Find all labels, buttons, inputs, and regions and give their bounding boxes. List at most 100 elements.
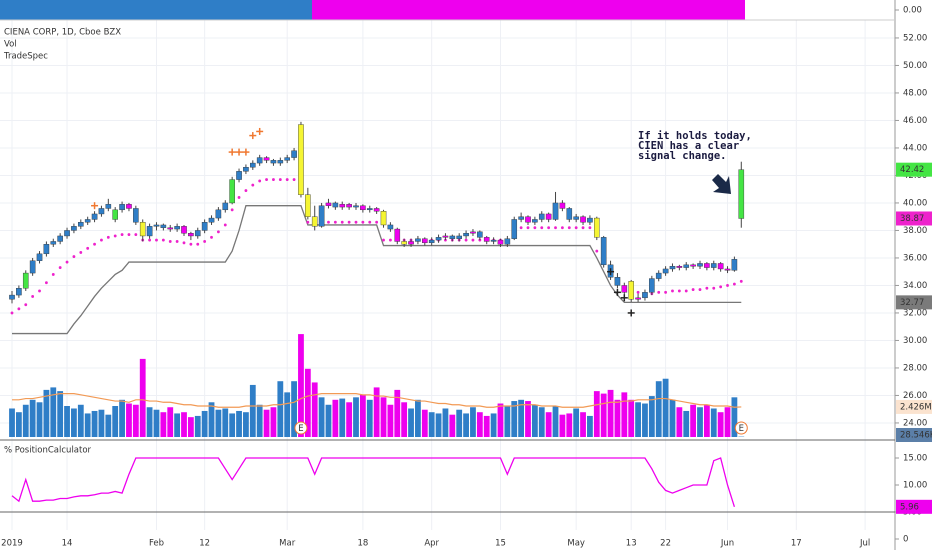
last-open-badge-bg (896, 211, 932, 226)
y-tick-label: 24.00 (903, 418, 927, 428)
trail-dot (375, 220, 379, 224)
candle-body (112, 209, 118, 220)
trail-dot (389, 238, 392, 242)
volume-bar (621, 392, 628, 437)
trail-dot (554, 226, 557, 230)
trail-dot (134, 233, 138, 236)
candle-body (325, 202, 332, 206)
candle-body (470, 231, 476, 234)
candle-body (621, 285, 628, 293)
volume-bar (84, 413, 91, 437)
candle-body (43, 243, 50, 255)
volume-bar (614, 399, 621, 437)
candle-body (676, 266, 683, 268)
volume-bar (587, 415, 593, 437)
volume-bar (366, 399, 373, 437)
trail-dot (567, 226, 571, 230)
candle-body (311, 216, 318, 227)
volume-bar (559, 414, 566, 437)
candle-body (22, 272, 29, 289)
trail-dot (17, 307, 21, 311)
x-tick-label: Mar (279, 539, 296, 549)
signal-mark (256, 127, 264, 135)
trail-dot (51, 273, 55, 276)
trail-dot (258, 179, 262, 183)
volume-bar (57, 391, 64, 437)
x-tick-label: 13 (626, 539, 637, 549)
candle-body (525, 216, 531, 223)
signal-mark (228, 148, 236, 156)
volume-bar (607, 389, 614, 437)
volume-bar (380, 397, 387, 437)
earnings-label: E (739, 424, 744, 434)
volume-bar (339, 398, 346, 437)
y-tick-label: 30.00 (903, 336, 927, 346)
volume-bar (22, 404, 29, 437)
trail-dot (65, 260, 69, 264)
trail-dot (24, 303, 28, 307)
volume-bar (222, 408, 229, 437)
trail-dot (272, 178, 275, 181)
volume-bar (442, 408, 449, 437)
volume-bar (194, 415, 201, 437)
trail-dot (106, 235, 110, 239)
volume-bar (181, 412, 187, 437)
candle-body (222, 202, 229, 211)
y-tick-label: 52.00 (903, 33, 927, 43)
candle-body (422, 238, 428, 244)
volume-bar (167, 407, 174, 437)
signal-mark (620, 294, 628, 302)
volume-bar (71, 408, 77, 437)
y-tick-label: 32.00 (903, 308, 927, 318)
trail-dot (733, 282, 736, 286)
trail-dot (519, 226, 523, 230)
candle-body (415, 238, 421, 242)
candle-body (380, 210, 387, 226)
trail-dot (223, 223, 227, 227)
trail-dot (120, 233, 124, 236)
trail-dot (148, 238, 152, 242)
candle-body (77, 221, 84, 227)
candle-body (126, 204, 132, 209)
volume-bar (243, 412, 249, 437)
trail-dot (526, 226, 530, 230)
trail-dot (588, 226, 592, 230)
volume-bar (318, 397, 325, 437)
candle-body (366, 208, 373, 211)
chart-title: CIENA CORP, 1D, Cboe BZX (4, 28, 121, 38)
volume-bar (146, 407, 153, 437)
candle-body (188, 232, 194, 237)
signal-mark (242, 148, 250, 156)
candle-body (628, 281, 634, 300)
trail-dot (677, 289, 681, 293)
volume-bar (229, 413, 236, 437)
last-close-badge-bg (896, 162, 932, 177)
trail-dot (306, 220, 310, 224)
volume-bar (15, 412, 22, 437)
volume-bar (394, 389, 401, 437)
y-tick-label: 34.00 (903, 281, 927, 291)
x-tick-label: Jul (859, 539, 870, 549)
y-tick-label: 46.00 (903, 116, 927, 126)
annotation: If it holds today, (638, 130, 752, 142)
volume-bar (304, 368, 311, 437)
candle-body (580, 216, 586, 223)
candle-body (201, 221, 208, 231)
trail-dot (354, 220, 358, 224)
trail-dot (182, 241, 186, 245)
x-tick-label: May (567, 539, 585, 549)
candle-body (291, 150, 297, 158)
volume-bar (112, 406, 119, 437)
volume-bar (270, 407, 277, 437)
y-tick-label: 50.00 (903, 61, 927, 71)
volume-bar (710, 408, 717, 437)
candle-body (9, 294, 15, 300)
trail-dot (278, 178, 282, 181)
trail-dot (237, 196, 241, 199)
volume-bar (497, 403, 504, 437)
volume-bar (373, 387, 380, 437)
signal-mark (91, 202, 99, 210)
candle-body (146, 226, 153, 237)
x-tick-label: Apr (424, 539, 439, 549)
